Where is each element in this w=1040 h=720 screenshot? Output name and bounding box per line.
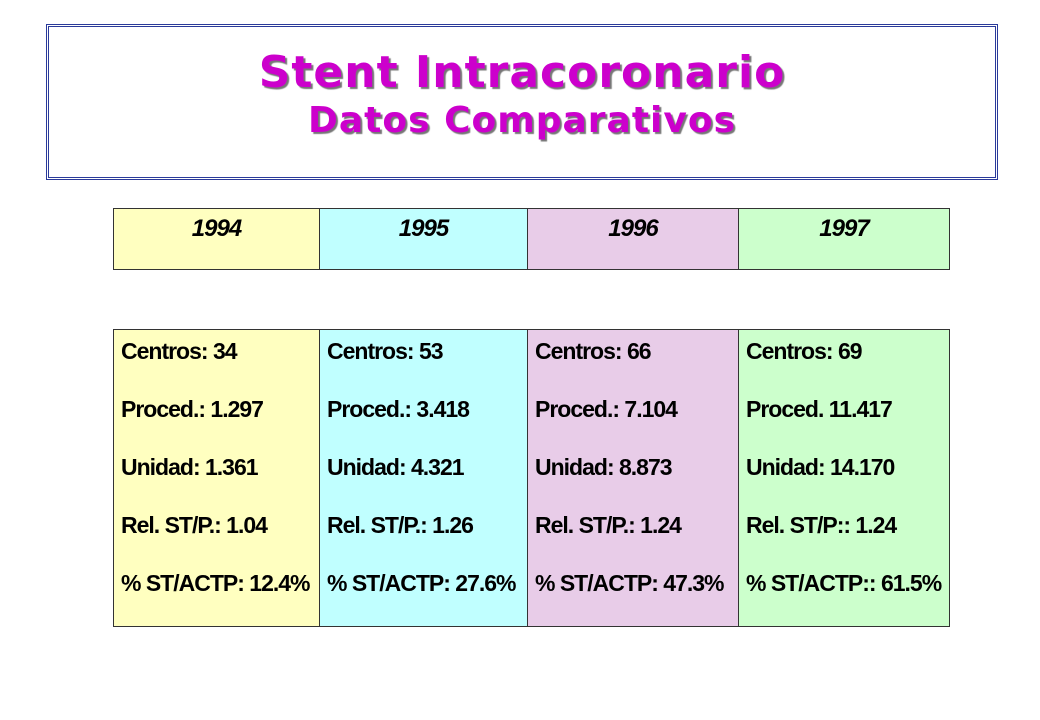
data-cell: Centros: 69 Proced. 11.417 Unidad: 14.170 R… (738, 329, 950, 627)
year-cell: 1995 (319, 208, 528, 270)
data-line: Unidad: 8.873 (535, 454, 673, 480)
data-cell: Centros: 66 Proced.: 7.104 Unidad: 8.873 Re… (527, 329, 739, 627)
year-row: 1994 1995 1996 1997 (113, 208, 950, 270)
title-box: Stent Intracoronario Datos Comparativos (46, 24, 998, 180)
data-row: Centros: 34 Proced.: 1.297 Unidad: 1.361 Re… (113, 329, 950, 627)
data-cell: Centros: 53 Proced.: 3.418 Unidad: 4.321 Re… (319, 329, 528, 627)
data-line: Unidad: 4.321 (327, 454, 465, 480)
data-line: Centros: 34 (121, 338, 238, 364)
data-line: Centros: 69 (746, 338, 863, 364)
data-line: % ST/ACTP: 47.3% (535, 570, 725, 596)
year-cell: 1997 (738, 208, 950, 270)
data-line: Rel. ST/P.: 1.04 (121, 512, 268, 538)
data-line: Proced.: 3.418 (327, 396, 470, 422)
year-cell: 1994 (113, 208, 320, 270)
data-line: % ST/ACTP: 27.6% (327, 570, 517, 596)
subtitle: Datos Comparativos (307, 100, 737, 141)
data-line: Unidad: 1.361 (121, 454, 259, 480)
data-line: Proced.: 1.297 (121, 396, 264, 422)
data-line: Centros: 53 (327, 338, 444, 364)
title: Stent Intracoronario (258, 47, 786, 98)
year-cell: 1996 (527, 208, 739, 270)
data-line: Rel. ST/P.: 1.26 (327, 512, 474, 538)
data-line: Proced.: 7.104 (535, 396, 678, 422)
data-line: Rel. ST/P:: 1.24 (746, 512, 897, 538)
data-line: % ST/ACTP: 12.4% (121, 570, 311, 596)
data-cell: Centros: 34 Proced.: 1.297 Unidad: 1.361 Re… (113, 329, 320, 627)
data-line: Rel. ST/P.: 1.24 (535, 512, 682, 538)
data-line: Centros: 66 (535, 338, 652, 364)
data-line: Proced. 11.417 (746, 396, 893, 422)
data-line: % ST/ACTP:: 61.5% (746, 570, 942, 596)
data-line: Unidad: 14.170 (746, 454, 895, 480)
